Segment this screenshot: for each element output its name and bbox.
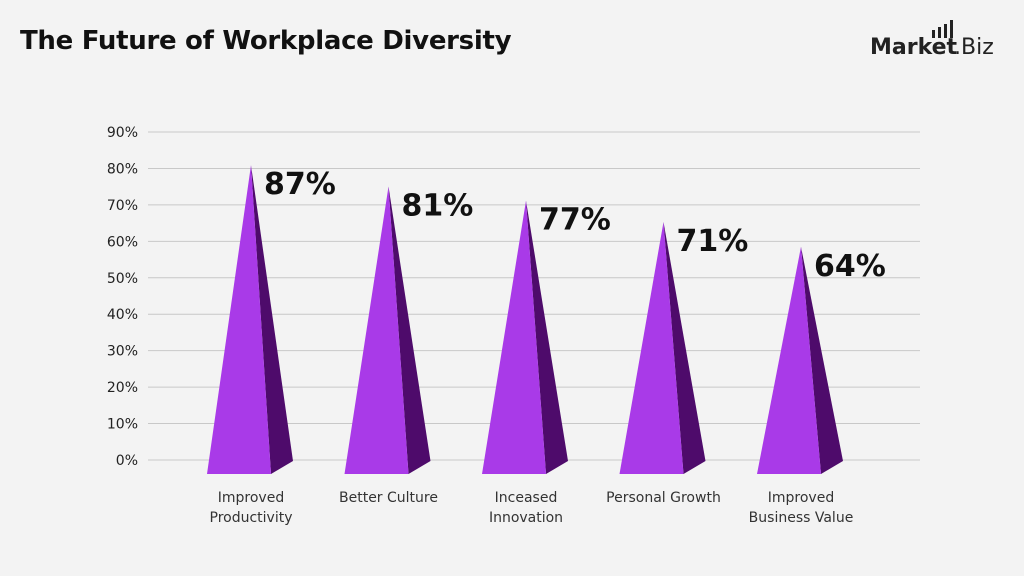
x-tick-label: Improved	[768, 490, 834, 506]
y-tick-label: 20%	[107, 380, 138, 396]
data-label: 71%	[677, 224, 749, 259]
pyramid-front-face	[207, 165, 271, 474]
pyramid-side-face	[663, 221, 706, 474]
data-label: 81%	[402, 188, 474, 223]
page-title: The Future of Workplace Diversity	[20, 26, 512, 56]
y-tick-label: 90%	[107, 125, 138, 141]
pyramid-side-face	[388, 186, 431, 474]
pyramid-front-face	[757, 246, 821, 474]
pyramid-front-face	[619, 221, 684, 474]
x-tick-label: Personal Growth	[606, 490, 721, 506]
y-tick-label: 80%	[107, 161, 138, 177]
y-tick-label: 30%	[107, 344, 138, 360]
y-tick-label: 40%	[107, 307, 138, 323]
x-tick-label: Business Value	[749, 510, 854, 526]
pyramid-side-face	[526, 200, 568, 474]
data-label: 87%	[264, 167, 336, 202]
x-tick-label: Productivity	[210, 510, 293, 526]
y-tick-label: 0%	[116, 453, 138, 469]
brand-logo: Market .Biz	[870, 20, 994, 60]
x-tick-label: Inceased	[495, 490, 558, 506]
x-tick-label: Innovation	[489, 510, 563, 526]
data-label: 64%	[814, 249, 886, 284]
svg-text:Market: Market	[870, 35, 958, 60]
svg-text:.Biz: .Biz	[954, 35, 994, 60]
data-label: 77%	[539, 203, 611, 238]
y-tick-label: 60%	[107, 234, 138, 250]
x-tick-label: Improved	[218, 490, 284, 506]
y-tick-label: 50%	[107, 271, 138, 287]
pyramid-side-face	[251, 165, 293, 474]
x-tick-label: Better Culture	[339, 490, 438, 506]
pyramid-side-face	[801, 246, 843, 474]
y-tick-label: 10%	[107, 417, 138, 433]
pyramid-front-face	[482, 200, 546, 474]
y-tick-label: 70%	[107, 198, 138, 214]
pyramid-front-face	[344, 186, 409, 474]
